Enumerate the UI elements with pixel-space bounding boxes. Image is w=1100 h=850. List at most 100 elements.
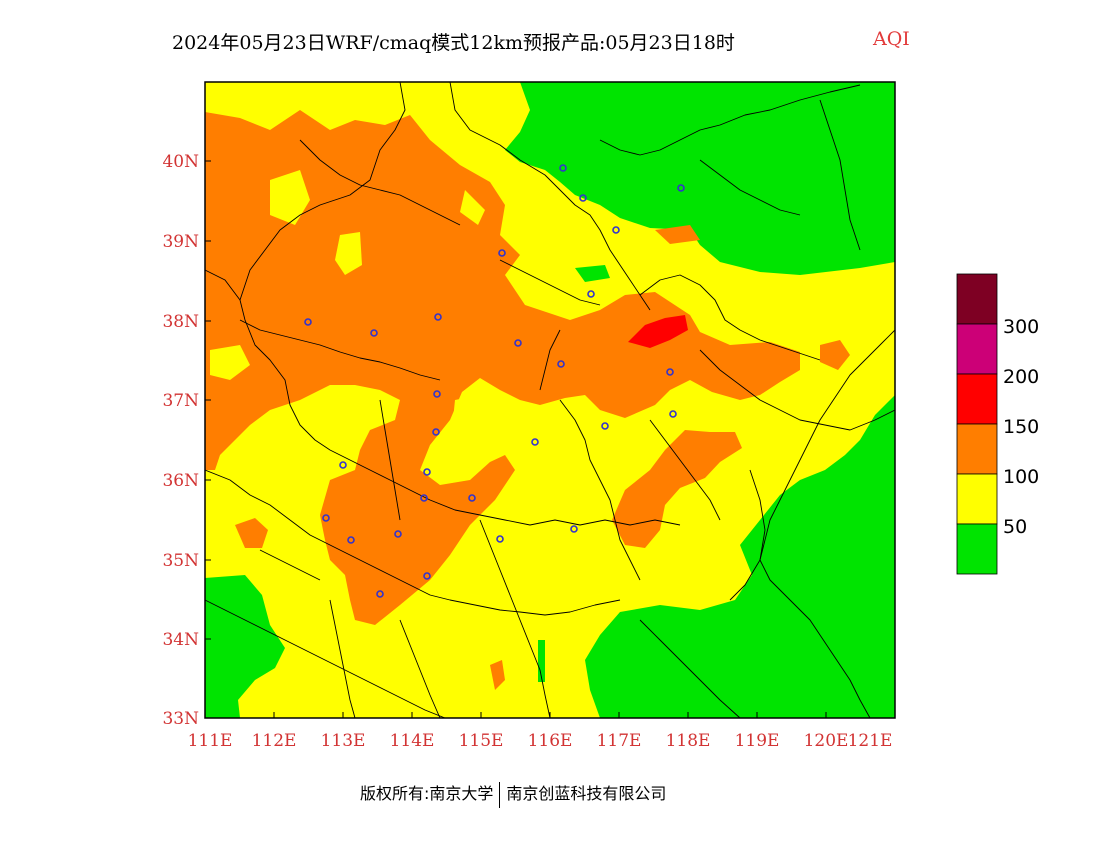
province-boundary-13 [299,139,461,226]
station-marker [669,410,677,418]
map-title: 2024年05月23日WRF/cmaq模式12km预报产品:05月23日18时 [172,32,735,54]
station-marker [498,249,506,257]
legend-label: 200 [1003,366,1039,388]
legend-swatch-orange [956,423,998,475]
green-zone-southwest [205,575,285,718]
province-boundary-11 [729,469,766,601]
station-marker [423,572,431,580]
station-marker [347,536,355,544]
green-patch-river [538,640,545,682]
lat-label: 36N [162,471,199,491]
lon-label: 116E [528,731,573,751]
station-marker [304,318,312,326]
station-marker [370,329,378,337]
province-boundary-18 [649,419,721,521]
province-boundary-5 [699,159,801,216]
lon-label: 120E [804,731,849,751]
company-name: 南京创蓝科技有限公司 [506,784,667,803]
footer-credits: 版权所有:南京大学 南京创蓝科技有限公司 [360,780,666,808]
lon-label: 113E [321,731,366,751]
orange-patch-river [490,660,505,690]
station-marker [322,514,330,522]
province-boundary-2 [205,269,681,526]
lat-label: 35N [162,551,199,571]
station-marker [559,164,567,172]
legend-swatch-green [956,523,998,575]
lon-label: 115E [459,731,504,751]
legend-swatch-purple [956,323,998,375]
orange-patch-coast [820,340,850,370]
province-boundary-16 [329,599,356,718]
station-marker [514,339,522,347]
station-marker [496,535,504,543]
province-boundary-1 [239,82,406,301]
coastline [759,329,895,718]
aqi-field [205,82,895,718]
station-marker [570,525,578,533]
coastline-bohai [639,274,821,361]
station-marker [423,468,431,476]
copyright-text: 版权所有:南京大学 [360,784,494,803]
lon-label: 117E [597,731,642,751]
yellow-island-3 [460,190,485,225]
station-marker [677,184,685,192]
province-boundary-7 [205,599,446,718]
station-marker [376,590,384,598]
lon-label: 118E [666,731,711,751]
green-zone-southeast [585,395,895,718]
station-marker [579,194,587,202]
red-hotspot [628,315,688,348]
province-boundary-17 [399,619,441,718]
green-zone-northeast [505,82,895,275]
station-marker [420,494,428,502]
province-boundary-8 [559,399,641,581]
lat-label: 38N [162,312,199,332]
orange-zone-east [612,430,742,548]
lon-labels: 111E 112E 113E 114E 115E 116E 117E 118E … [188,731,893,751]
yellow-island-5 [210,345,250,380]
province-boundary-10 [699,349,895,431]
province-boundary-4 [599,84,861,156]
station-marker [587,290,595,298]
lat-label: 37N [162,391,199,411]
province-boundary-9 [479,519,551,718]
legend-swatch-maroon [956,273,998,325]
yellow-island-1 [270,170,310,225]
province-boundary-15 [499,259,601,306]
legend-swatch-red [956,373,998,425]
lon-label: 114E [390,731,435,751]
legend-label: 100 [1003,466,1039,488]
legend-label: 50 [1003,516,1027,538]
lat-label: 34N [162,630,199,650]
product-label: AQI [873,28,910,50]
lat-label: 33N [162,709,199,729]
yellow-island-2 [335,232,362,275]
station-marker [433,390,441,398]
station-marker [394,530,402,538]
lon-label: 111E [188,731,233,751]
province-boundary-3 [449,82,651,311]
station-marker [612,226,620,234]
lat-label: 40N [162,152,199,172]
lon-label: 112E [252,731,297,751]
green-patch-small [575,265,610,282]
station-marker [339,461,347,469]
station-marker [468,494,476,502]
footer-separator [499,781,501,808]
axis-ticks [204,160,896,719]
legend-swatch-yellow [956,473,998,525]
station-marker [557,360,565,368]
lat-labels: 40N 39N 38N 37N 36N 35N 34N 33N [162,152,199,729]
yellow-island-4 [452,395,490,440]
orange-patch-ne [655,225,700,244]
lon-label: 119E [735,731,780,751]
station-marker [434,313,442,321]
aqi-legend: 300 200 150 100 50 [956,273,1039,575]
orange-patch-west [205,262,225,318]
station-marker [531,438,539,446]
province-boundary-21 [259,549,321,581]
province-boundary-19 [539,329,561,391]
province-boundary-22 [639,619,741,718]
boundary-lines [205,82,895,718]
